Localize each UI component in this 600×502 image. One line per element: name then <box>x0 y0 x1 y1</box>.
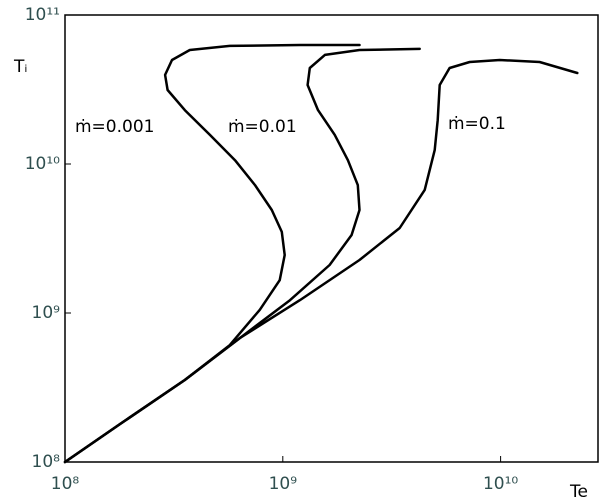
series-line <box>63 43 361 464</box>
y-tick-label: 10¹⁰ <box>25 154 60 174</box>
x-axis-label: Te <box>569 482 588 502</box>
y-axis-label: Tᵢ <box>13 57 27 77</box>
y-tick-label: 10¹¹ <box>25 5 60 25</box>
series-label: ṁ=0.001 <box>75 117 154 137</box>
x-tick-label: 10⁸ <box>51 474 80 494</box>
series-line <box>63 58 579 464</box>
x-tick-label: 10⁹ <box>269 474 298 494</box>
plot-frame <box>64 14 599 463</box>
y-tick-label: 10⁸ <box>32 452 61 472</box>
series-label: ṁ=0.01 <box>228 117 297 137</box>
y-tick-label: 10⁹ <box>32 303 61 323</box>
x-tick-label: 10¹⁰ <box>483 474 518 494</box>
series-label: ṁ=0.1 <box>448 114 506 134</box>
